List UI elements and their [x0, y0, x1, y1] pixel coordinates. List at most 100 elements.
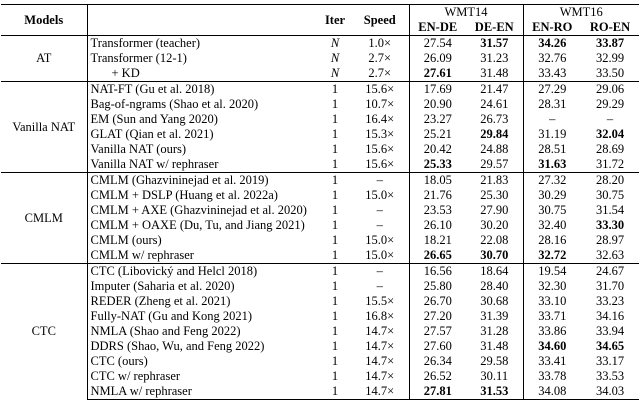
iter: 1	[331, 127, 339, 141]
speed: 1.0×	[351, 35, 410, 51]
table-body: AT Transformer (teacher) N 1.0× 27.54 31.57 34…	[1, 35, 639, 400]
table-row: DDRS (Shao, Wu, and Feng 2022) 1 14.7× 27.6…	[1, 339, 639, 354]
speed: 15.0×	[351, 188, 410, 203]
model-name: Transformer (teacher)	[90, 36, 201, 50]
score: 34.03	[581, 384, 639, 400]
iter: 1	[331, 354, 339, 368]
table-row: CTC CTC (Libovický and Helcl 2018) 1–16.56…	[1, 263, 639, 400]
header-speed: Speed	[351, 4, 410, 36]
model-name: CMLM (Ghazvininejad et al. 2019)	[87, 172, 319, 188]
group-label: AT	[1, 35, 88, 82]
iter: 1	[319, 81, 351, 97]
score: 33.94	[595, 324, 625, 338]
score: 32.72	[538, 248, 567, 262]
score: 34.16	[595, 309, 625, 323]
table-row: CTC (ours) 1 14.7× 26.34 29.58 33.41 33.17	[1, 354, 639, 369]
score: 33.10	[538, 294, 567, 308]
speed: 2.7×	[351, 66, 410, 82]
score: 27.57	[423, 324, 452, 338]
table-row: + KD N 2.7× 27.61 31.48 33.43 33.50	[1, 66, 639, 82]
score: 30.20	[466, 218, 524, 233]
speed: 14.7×	[351, 369, 410, 384]
score: 26.73	[466, 112, 524, 127]
score: 31.19	[538, 127, 567, 141]
table-row: Vanilla NAT NAT-FT (Gu et al. 2018) 1 15.6×…	[1, 81, 639, 173]
speed: 14.7×	[351, 384, 410, 400]
table-row: EM (Sun and Yang 2020) 1 16.4× 23.27 26.73 – –	[1, 112, 639, 127]
score: 25.30	[466, 188, 524, 203]
score: 23.53	[423, 203, 452, 217]
score: 32.63	[595, 248, 625, 262]
score: 34.65	[595, 339, 625, 353]
score: 26.65	[423, 248, 452, 262]
model-name: REDER (Zheng et al. 2021)	[90, 294, 231, 308]
speed: –	[351, 279, 410, 294]
iter: 1	[331, 294, 339, 308]
score: 28.16	[538, 233, 567, 247]
score: 25.21	[423, 127, 452, 141]
score: 26.52	[423, 369, 452, 383]
iter: 1	[331, 157, 339, 171]
iter: 1	[319, 263, 351, 279]
score: 17.69	[409, 81, 466, 97]
score: 21.76	[423, 188, 452, 202]
iter: 1	[331, 233, 339, 247]
speed: 15.6×	[351, 157, 410, 173]
table-row: CMLM + DSLP (Huang et al. 2022a) 1 15.0× 21…	[1, 188, 639, 203]
iter: N	[330, 36, 340, 50]
model-name: CTC (ours)	[90, 354, 148, 368]
iter: 1	[331, 203, 339, 217]
score: 32.40	[538, 218, 567, 232]
score: 23.27	[423, 112, 452, 126]
iter: 1	[331, 218, 339, 232]
score: 33.17	[595, 354, 625, 368]
model-name: CMLM (ours)	[90, 233, 162, 247]
speed: –	[351, 263, 410, 279]
score: 27.29	[523, 81, 581, 97]
score: 33.53	[595, 369, 625, 383]
header-column: EN-RO	[523, 20, 581, 36]
score: 28.20	[581, 172, 639, 188]
score: 27.54	[423, 36, 452, 50]
iter: N	[330, 66, 340, 80]
score: 30.75	[538, 203, 567, 217]
model-name: EM (Sun and Yang 2020)	[90, 112, 218, 126]
score: 31.57	[466, 35, 524, 51]
score: 34.60	[538, 339, 567, 353]
header-models: Models	[1, 4, 88, 36]
score: 33.23	[595, 294, 625, 308]
score: 29.29	[595, 97, 625, 111]
score: 25.80	[423, 279, 452, 293]
speed: –	[351, 203, 410, 218]
score: 33.50	[595, 66, 625, 80]
score: 32.99	[595, 51, 625, 65]
iter: 1	[331, 142, 339, 156]
iter: 1	[331, 279, 339, 293]
table-row: Vanilla NAT (ours) 1 15.6× 20.42 24.88 28.51 2…	[1, 142, 639, 157]
model-name: GLAT (Qian et al. 2021)	[90, 127, 214, 141]
score: 31.48	[466, 66, 524, 82]
speed: 2.7×	[351, 51, 410, 66]
speed: 15.5×	[351, 294, 410, 309]
score: 30.75	[595, 188, 625, 202]
score: 28.40	[466, 279, 524, 294]
header-group: WMT16	[559, 5, 603, 19]
speed: 15.3×	[351, 127, 410, 142]
score: 27.90	[466, 203, 524, 218]
group-label: CMLM	[1, 172, 88, 264]
iter: 1	[331, 324, 339, 338]
page: Models Iter Speed WMT14 WMT16 EN-DE DE-E…	[0, 4, 640, 418]
table-row: CMLM (ours) 1 15.0× 18.21 22.08 28.16 28.97	[1, 233, 639, 248]
score: 24.88	[466, 142, 524, 157]
score: 30.11	[466, 369, 524, 384]
score: 28.31	[538, 97, 567, 111]
speed: 14.7×	[351, 339, 410, 354]
speed: 16.4×	[351, 112, 410, 127]
header-column: EN-DE	[409, 20, 466, 36]
speed: 15.0×	[351, 233, 410, 248]
score: 25.33	[423, 157, 452, 171]
score: 33.86	[538, 324, 567, 338]
model-name: CTC w/ rephraser	[90, 369, 181, 383]
score: 20.42	[423, 142, 452, 156]
speed: 15.0×	[351, 248, 410, 264]
